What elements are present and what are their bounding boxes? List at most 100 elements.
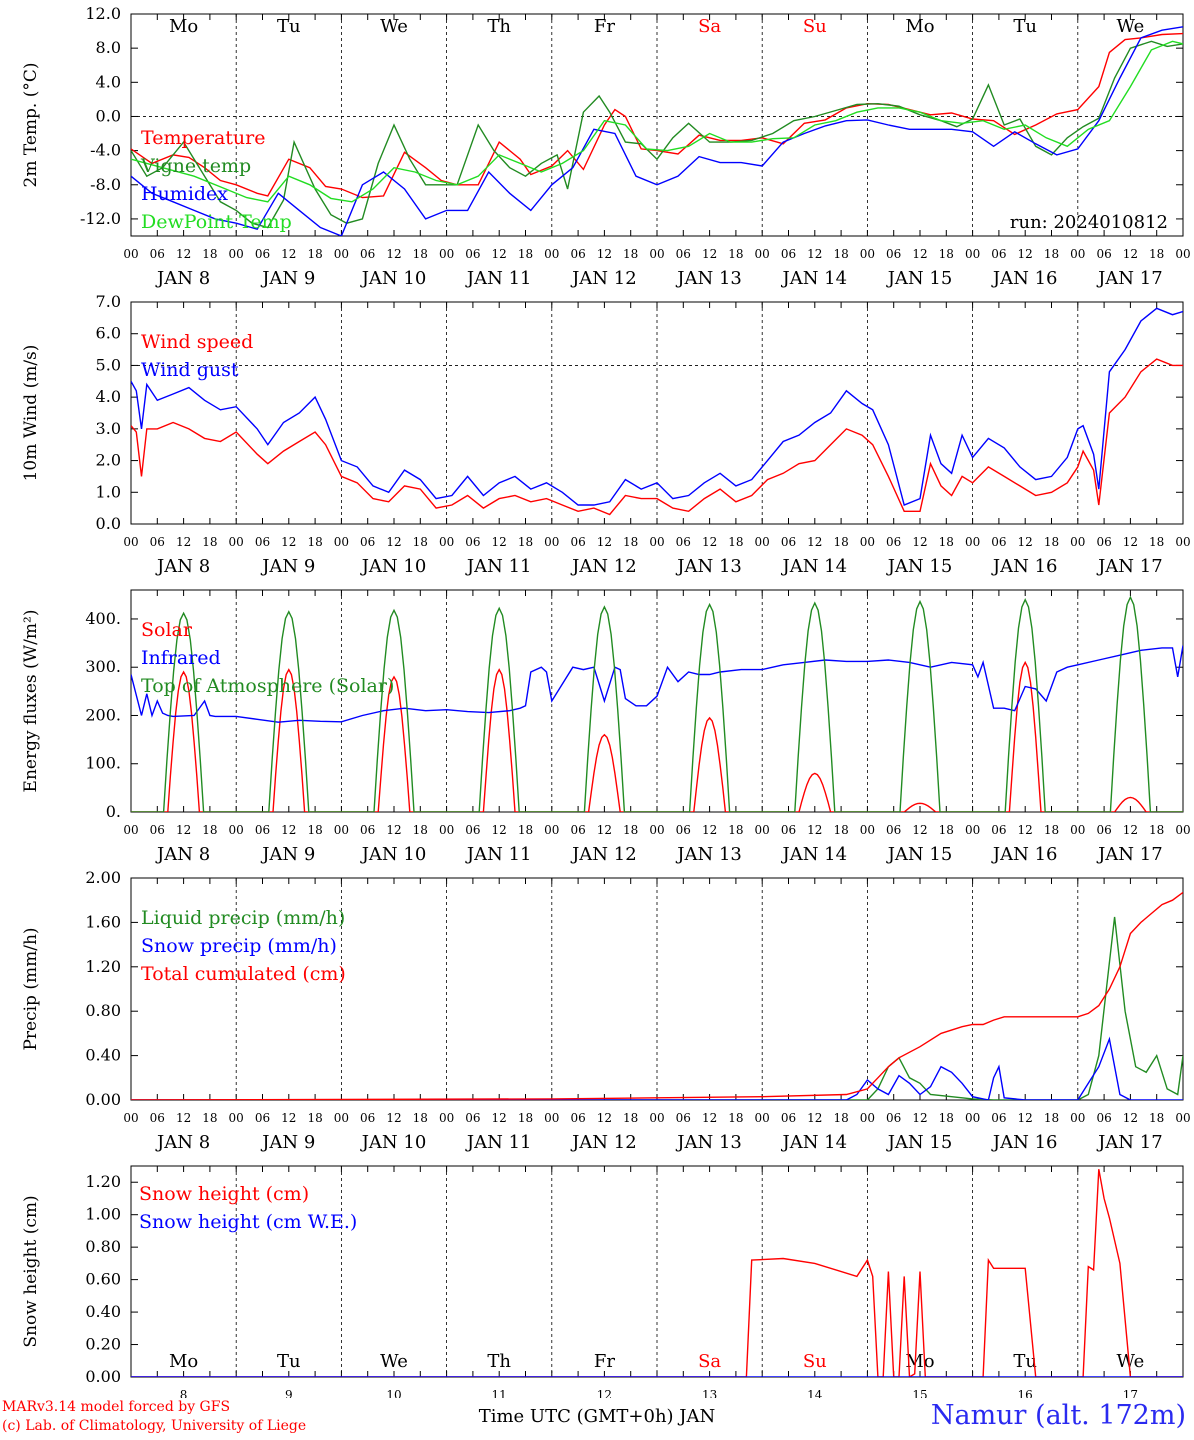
y-tick-label: 1.20 (85, 957, 121, 976)
hour-tick-label: 06 (991, 1111, 1006, 1125)
hour-tick-label: 06 (255, 823, 270, 837)
date-label: JAN 9 (260, 556, 315, 577)
y-tick-label: 1.0 (96, 482, 121, 501)
hour-tick-label: 12 (492, 247, 507, 261)
hour-tick-label: 00 (1175, 247, 1190, 261)
hour-tick-label: 18 (307, 823, 322, 837)
hour-tick-label: 18 (518, 247, 533, 261)
day-number-label: 12 (597, 1388, 612, 1398)
y-tick-label: 1.20 (85, 1172, 121, 1191)
date-label: JAN 14 (781, 268, 848, 289)
y-tick-label: 0.80 (85, 1237, 121, 1256)
hour-tick-label: 06 (781, 247, 796, 261)
date-label: JAN 8 (155, 268, 210, 289)
weekday-label: Tu (277, 16, 301, 37)
y-tick-label: 3.0 (96, 419, 121, 438)
date-label: JAN 11 (465, 556, 532, 577)
hour-tick-label: 12 (492, 535, 507, 549)
hour-tick-label: 18 (518, 823, 533, 837)
hour-tick-label: 06 (991, 247, 1006, 261)
series-line (131, 32, 1183, 199)
hour-tick-label: 00 (439, 823, 454, 837)
y-tick-label: -4.0 (90, 141, 121, 160)
hour-tick-label: 06 (781, 535, 796, 549)
hour-tick-label: 00 (123, 535, 138, 549)
date-label: JAN 9 (260, 844, 315, 865)
hour-tick-label: 00 (649, 247, 664, 261)
hour-tick-label: 06 (1096, 1111, 1111, 1125)
hour-tick-label: 18 (202, 247, 217, 261)
hour-tick-label: 18 (623, 823, 638, 837)
hour-tick-label: 06 (676, 247, 691, 261)
legend-entry: DewPoint Temp (141, 211, 292, 233)
y-tick-label: 0.0 (96, 106, 121, 125)
hour-tick-label: 12 (1123, 823, 1138, 837)
hour-tick-label: 18 (623, 535, 638, 549)
hour-tick-label: 18 (1044, 535, 1059, 549)
hour-tick-label: 00 (1070, 247, 1085, 261)
hour-tick-label: 06 (150, 535, 165, 549)
weekday-label: Th (487, 1351, 511, 1372)
day-number-label: 9 (285, 1388, 293, 1398)
hour-tick-label: 00 (860, 1111, 875, 1125)
hour-tick-label: 00 (649, 823, 664, 837)
date-label: JAN 15 (886, 556, 953, 577)
y-tick-label: 0.20 (85, 1335, 121, 1354)
hour-tick-label: 12 (597, 535, 612, 549)
hour-tick-label: 12 (807, 535, 822, 549)
date-label: JAN 13 (675, 268, 742, 289)
hour-tick-label: 00 (860, 535, 875, 549)
hour-tick-label: 18 (728, 823, 743, 837)
hour-tick-label: 12 (281, 535, 296, 549)
y-tick-label: 0.60 (85, 1270, 121, 1289)
date-label: JAN 12 (570, 844, 637, 865)
day-number-label: 15 (912, 1388, 927, 1398)
hour-tick-label: 18 (413, 1111, 428, 1125)
series-line (131, 1036, 1183, 1100)
date-label: JAN 13 (675, 844, 742, 865)
date-label: JAN 16 (991, 268, 1058, 289)
hour-tick-label: 18 (1044, 823, 1059, 837)
hour-tick-label: 00 (439, 247, 454, 261)
y-tick-label: 4.0 (96, 72, 121, 91)
date-label: JAN 14 (781, 844, 848, 865)
y-axis-label: Energy fluxes (W/m²) (21, 610, 41, 793)
y-tick-label: 0.00 (85, 1090, 121, 1109)
hour-tick-label: 06 (360, 535, 375, 549)
hour-tick-label: 12 (386, 247, 401, 261)
hour-tick-label: 18 (833, 247, 848, 261)
y-tick-label: 100. (85, 754, 121, 773)
hour-tick-label: 06 (991, 823, 1006, 837)
series-line (131, 660, 1183, 812)
hour-tick-label: 00 (544, 1111, 559, 1125)
date-label: JAN 10 (360, 1132, 427, 1153)
hour-tick-label: 18 (1044, 1111, 1059, 1125)
hour-tick-label: 06 (676, 535, 691, 549)
date-label: JAN 15 (886, 844, 953, 865)
day-number-label: 17 (1123, 1388, 1138, 1398)
hour-tick-label: 06 (1096, 247, 1111, 261)
hour-tick-label: 00 (439, 535, 454, 549)
hour-tick-label: 18 (202, 535, 217, 549)
date-label: JAN 11 (465, 844, 532, 865)
hour-tick-label: 00 (755, 535, 770, 549)
y-axis-label: 10m Wind (m/s) (21, 345, 41, 482)
hour-tick-label: 00 (860, 247, 875, 261)
hour-tick-label: 06 (570, 247, 585, 261)
y-tick-label: 300. (85, 657, 121, 676)
day-number-label: 14 (807, 1388, 823, 1398)
hour-tick-label: 06 (781, 1111, 796, 1125)
hour-tick-label: 00 (649, 535, 664, 549)
hour-tick-label: 18 (413, 535, 428, 549)
hour-tick-label: 12 (176, 247, 191, 261)
series-line (131, 645, 1183, 723)
hour-tick-label: 00 (755, 823, 770, 837)
hour-tick-label: 00 (334, 823, 349, 837)
hour-tick-label: 18 (833, 535, 848, 549)
hour-tick-label: 00 (334, 1111, 349, 1125)
date-label: JAN 10 (360, 844, 427, 865)
y-tick-label: -8.0 (90, 175, 121, 194)
date-label: JAN 17 (1096, 556, 1163, 577)
hour-tick-label: 18 (518, 1111, 533, 1125)
hour-tick-label: 06 (465, 823, 480, 837)
